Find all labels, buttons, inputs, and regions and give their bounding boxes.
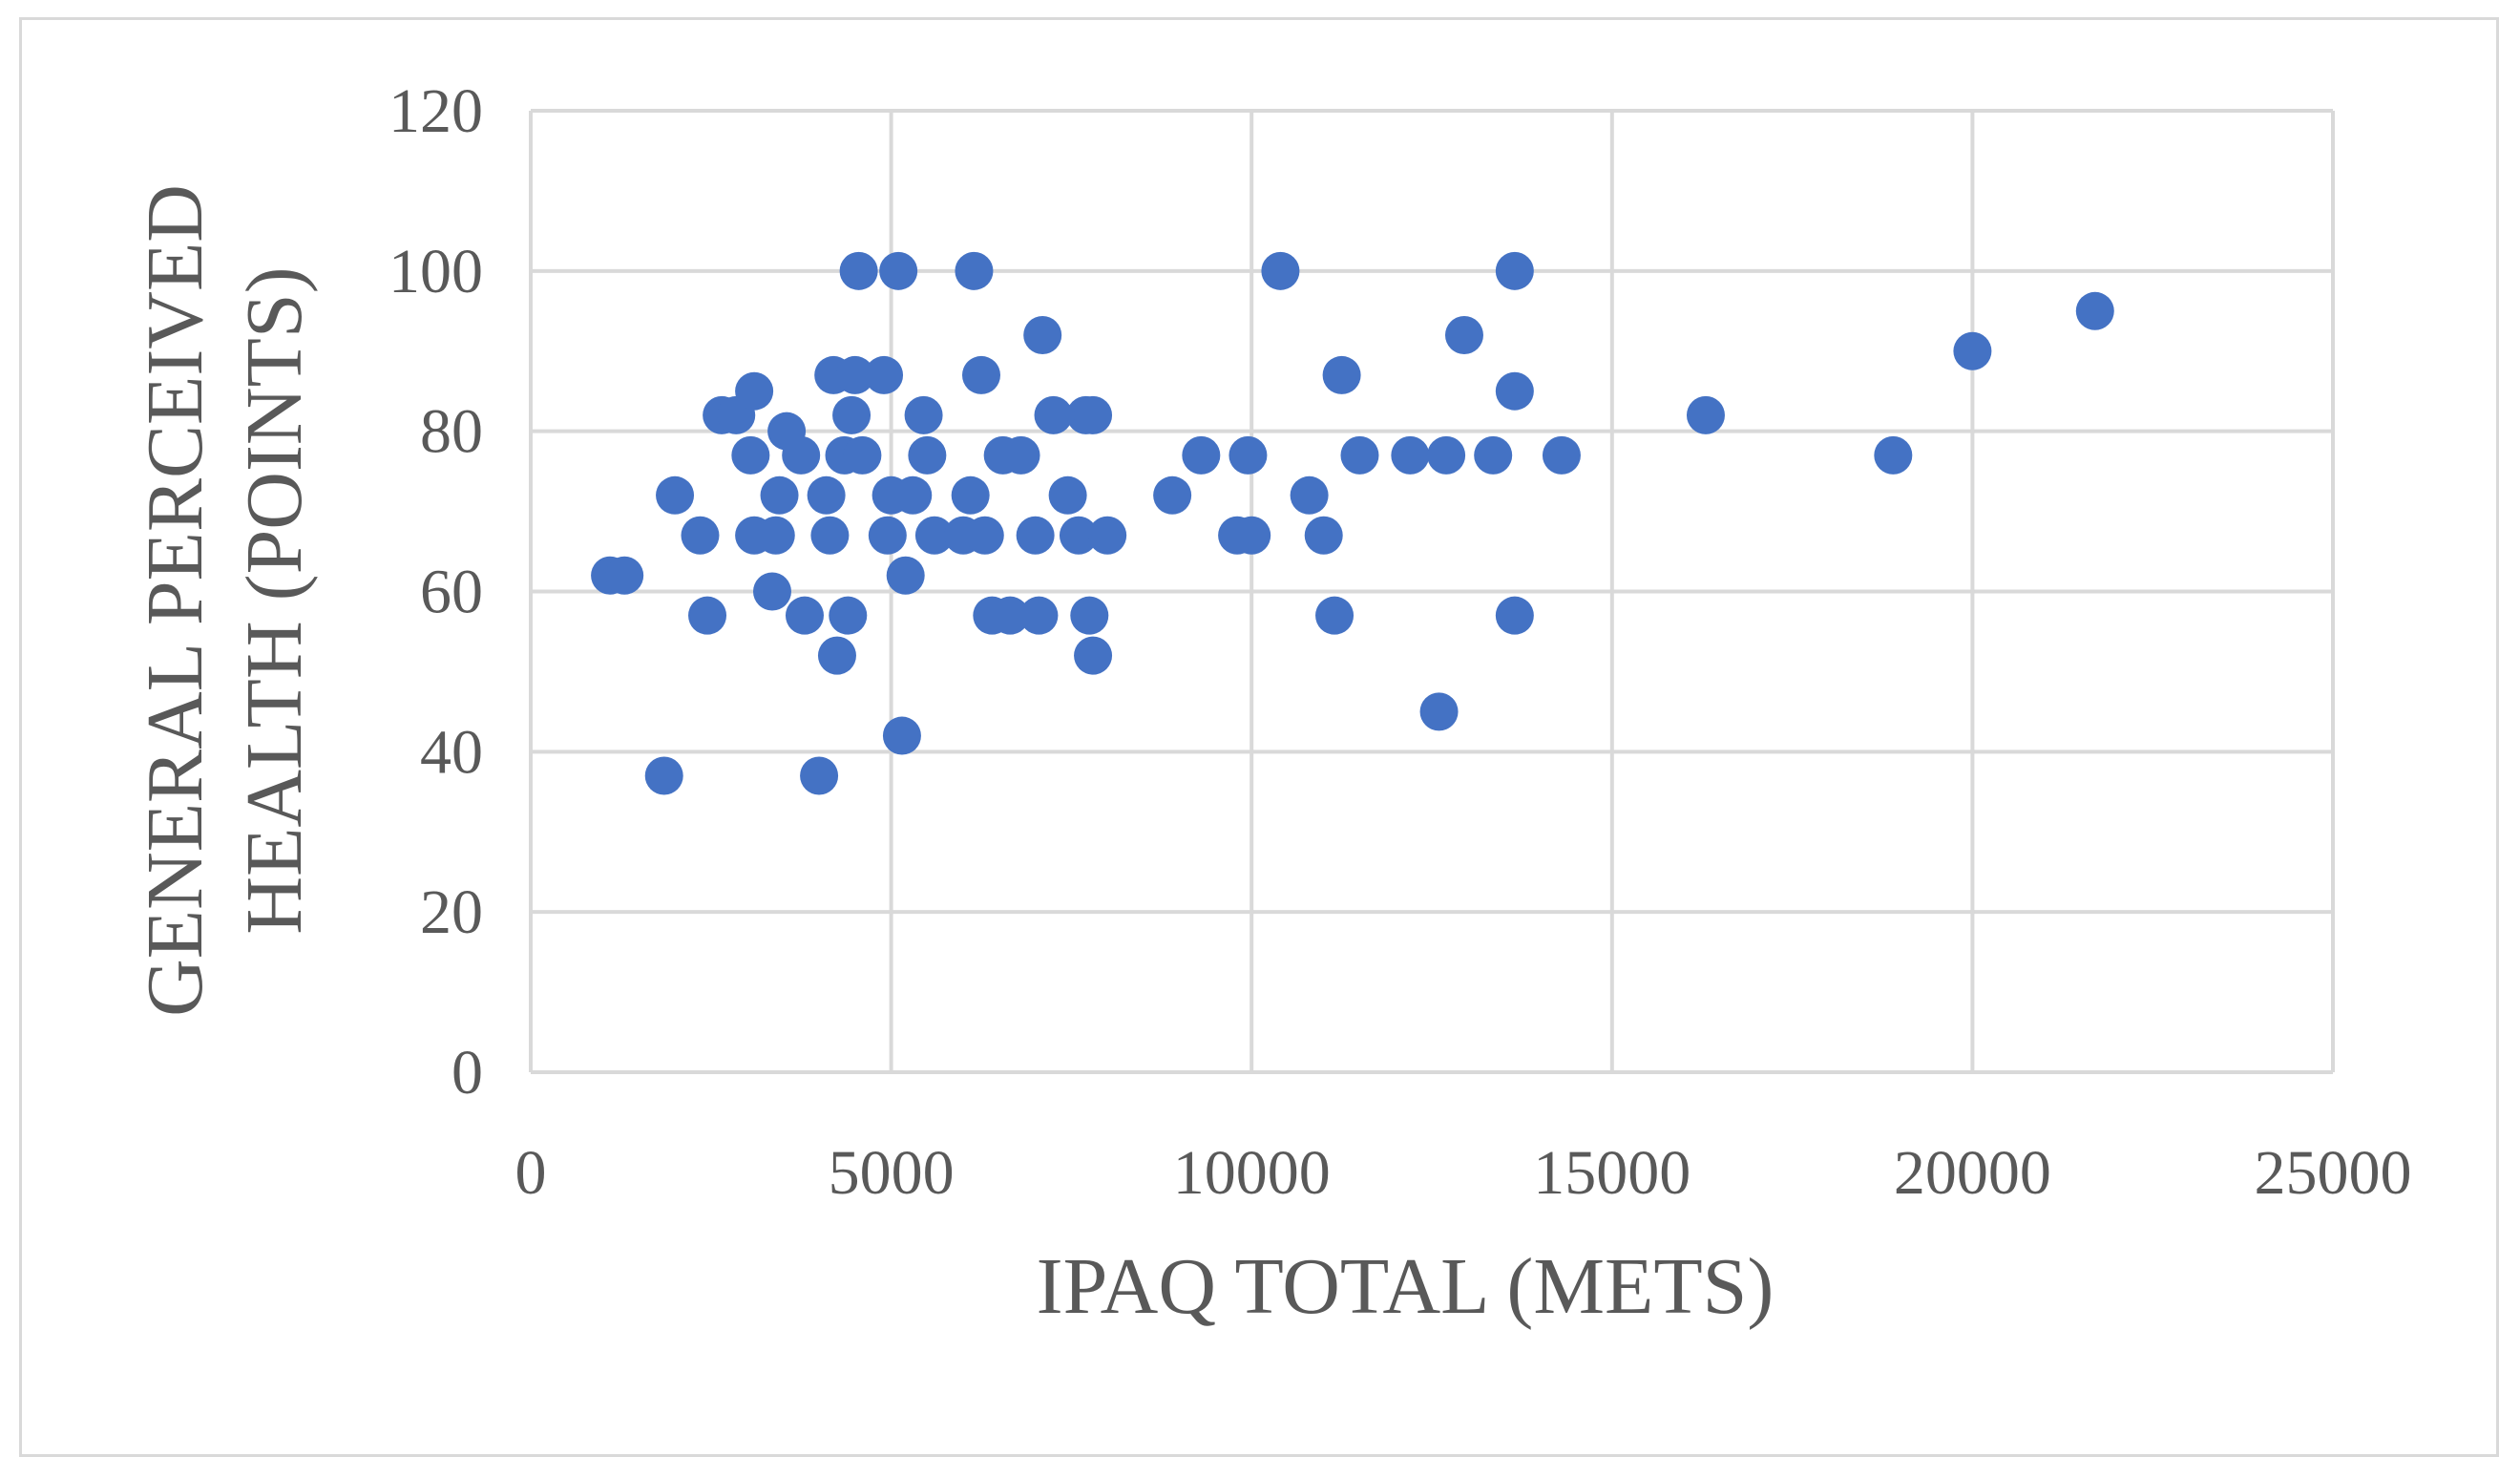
data-point	[1232, 516, 1271, 555]
data-point	[760, 475, 799, 515]
data-point	[644, 756, 683, 795]
data-point	[817, 636, 856, 675]
data-point	[962, 355, 1000, 394]
data-point	[1153, 475, 1192, 515]
x-axis-title: IPAQ TOTAL (METS)	[1037, 1242, 1774, 1331]
data-point	[829, 596, 868, 635]
data-point	[1419, 692, 1459, 731]
data-point	[800, 756, 839, 795]
data-point	[1001, 435, 1040, 475]
y-tick-label: 80	[420, 397, 483, 467]
data-point	[1048, 475, 1087, 515]
data-point	[782, 435, 821, 475]
data-point	[1019, 596, 1059, 635]
data-point	[886, 556, 925, 595]
data-point	[1016, 516, 1055, 555]
x-tick-label: 10000	[1173, 1138, 1331, 1208]
x-tick-label: 25000	[2255, 1138, 2412, 1208]
data-point	[835, 355, 874, 394]
data-point	[1427, 435, 1466, 475]
data-point	[955, 251, 994, 290]
data-point	[1182, 435, 1221, 475]
data-point	[681, 516, 720, 555]
y-tick-label: 0	[452, 1038, 483, 1108]
y-axis-title-line-2: HEALTH (POINTS)	[230, 266, 319, 934]
data-point	[1953, 331, 1992, 370]
data-point	[1315, 596, 1354, 635]
data-point	[991, 596, 1030, 635]
data-point	[1059, 516, 1098, 555]
x-tick-label: 0	[515, 1138, 547, 1208]
data-point	[1034, 395, 1073, 434]
data-point	[882, 716, 921, 755]
data-point	[735, 371, 774, 411]
data-point	[605, 556, 644, 595]
y-tick-label: 120	[388, 76, 483, 146]
y-tick-label: 60	[420, 558, 483, 627]
data-point	[908, 435, 947, 475]
data-point	[1340, 435, 1379, 475]
data-point	[1074, 395, 1113, 434]
data-point	[832, 395, 872, 434]
data-point	[1474, 435, 1513, 475]
data-point	[1070, 596, 1109, 635]
y-tick-label: 40	[420, 717, 483, 787]
data-point	[1261, 251, 1300, 290]
y-axis-title: GENERAL PERCEIVED HEALTH (POINTS)	[131, 184, 319, 1017]
x-tick-label: 20000	[1894, 1138, 2051, 1208]
x-tick-label: 15000	[1533, 1138, 1690, 1208]
data-point	[1290, 475, 1329, 515]
data-point	[965, 516, 1004, 555]
x-tick-label: 5000	[829, 1138, 955, 1208]
chart-frame: 0 20 40 60 80 100 120 0 5000 10000 15000 20000 25000…	[19, 17, 2499, 1457]
data-point	[1495, 251, 1534, 290]
data-point	[1322, 355, 1361, 394]
data-point	[904, 395, 943, 434]
data-point	[807, 475, 846, 515]
data-point	[731, 435, 770, 475]
data-point	[914, 516, 954, 555]
data-point	[756, 516, 795, 555]
data-point	[843, 435, 882, 475]
data-point	[1495, 596, 1534, 635]
y-tick-label: 20	[420, 877, 483, 947]
data-point	[839, 251, 878, 290]
data-points	[591, 251, 2114, 795]
data-point	[1542, 435, 1581, 475]
data-point	[868, 516, 907, 555]
data-point	[752, 572, 791, 611]
data-point	[951, 475, 990, 515]
data-point	[1074, 636, 1113, 675]
gridlines	[529, 109, 2335, 1072]
data-point	[1874, 435, 1913, 475]
tick-labels: 0 20 40 60 80 100 120 0 5000 10000 15000 20000 25000	[388, 76, 2412, 1208]
data-point	[893, 475, 933, 515]
data-point	[1686, 395, 1725, 434]
data-point	[2075, 291, 2114, 330]
data-point	[688, 596, 727, 635]
data-point	[879, 251, 918, 290]
data-point	[1495, 371, 1534, 411]
data-point	[656, 475, 695, 515]
scatter-chart: 0 20 40 60 80 100 120 0 5000 10000 15000 20000 25000…	[131, 76, 2412, 1331]
y-axis-title-line-1: GENERAL PERCEIVED	[131, 184, 220, 1017]
y-tick-label: 100	[388, 237, 483, 306]
data-point	[1228, 435, 1268, 475]
data-point	[1304, 516, 1343, 555]
data-point	[1444, 315, 1483, 354]
data-point	[810, 516, 850, 555]
data-point	[865, 355, 904, 394]
data-point	[1088, 516, 1127, 555]
data-point	[785, 596, 824, 635]
data-point	[1023, 315, 1062, 354]
data-point	[1391, 435, 1430, 475]
